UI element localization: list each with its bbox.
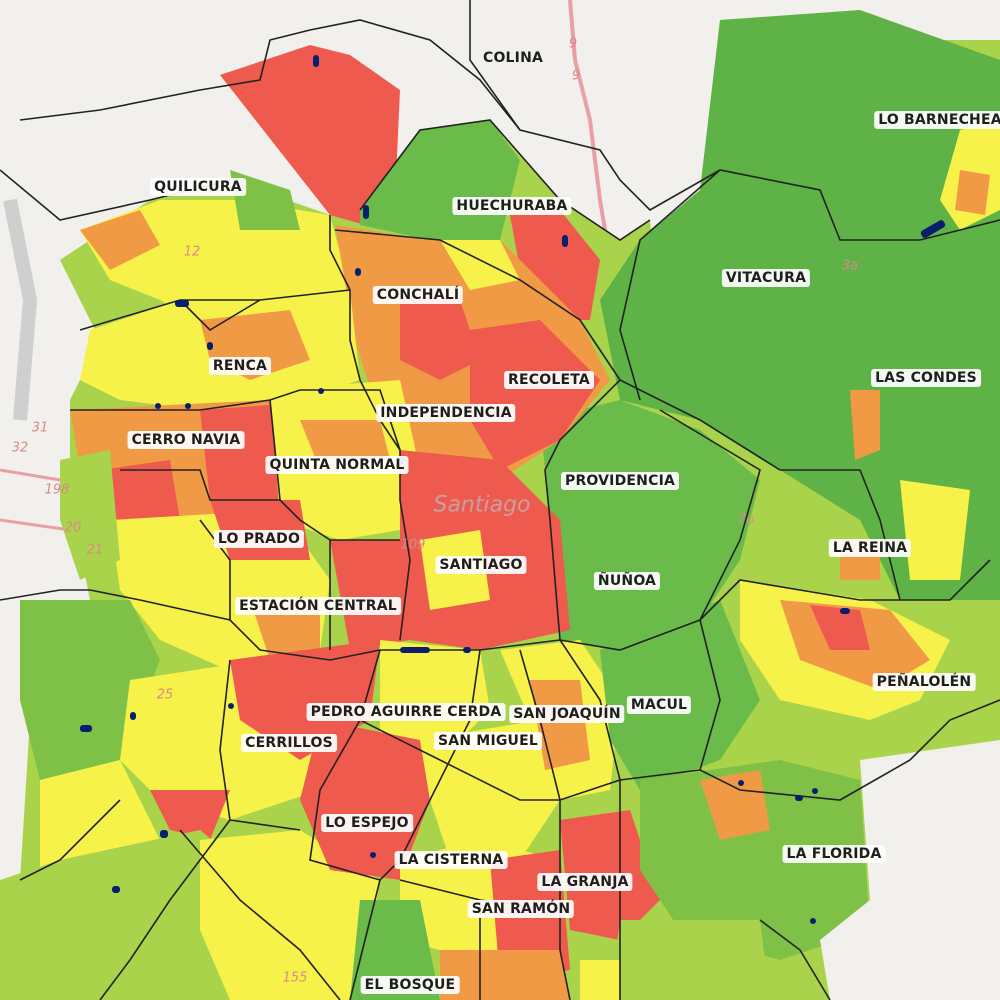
route-number: 32: [11, 440, 29, 456]
commune-label-lo-barnechea: LO BARNECHEA: [874, 111, 1000, 129]
route-number: 109: [400, 537, 426, 553]
route-number: 25: [156, 687, 174, 703]
station-markers: [80, 55, 946, 924]
commune-label-cerro-navia: CERRO NAVIA: [127, 431, 245, 449]
commune-label-quinta-normal: QUINTA NORMAL: [265, 456, 409, 474]
route-number: 7o: [737, 512, 755, 528]
commune-label-providencia: PROVIDENCIA: [560, 472, 680, 490]
route-number: 3a: [841, 258, 859, 274]
commune-label-la-reina: LA REINA: [828, 539, 912, 557]
commune-label-san-ramon: SAN RAMÓN: [467, 900, 575, 918]
commune-label-penalolen: PEÑALOLÉN: [872, 673, 976, 691]
commune-label-colina: COLINA: [482, 50, 544, 66]
commune-label-macul: MACUL: [626, 696, 692, 714]
commune-label-la-cisterna: LA CISTERNA: [394, 851, 508, 869]
route-number: 20: [64, 520, 82, 536]
commune-label-huechuraba: HUECHURABA: [452, 197, 572, 215]
commune-label-nunoa: ÑUÑOA: [593, 572, 661, 590]
route-number: 21: [86, 542, 104, 558]
route-number: 155: [282, 970, 308, 986]
city-label-santiago: Santiago: [433, 492, 531, 518]
commune-label-independencia: INDEPENDENCIA: [376, 404, 516, 422]
commune-label-las-condes: LAS CONDES: [871, 369, 981, 387]
commune-label-lo-espejo: LO ESPEJO: [321, 814, 413, 832]
commune-label-pedro-aguirre-cerda: PEDRO AGUIRRE CERDA: [306, 703, 506, 721]
commune-label-el-bosque: EL BOSQUE: [360, 976, 460, 994]
commune-label-la-florida: LA FLORIDA: [782, 845, 886, 863]
commune-label-santiago: SANTIAGO: [435, 556, 527, 574]
route-number: 12: [183, 244, 201, 260]
commune-label-conchali: CONCHALÍ: [372, 286, 464, 304]
commune-label-san-miguel: SAN MIGUEL: [434, 732, 542, 750]
commune-label-la-granja: LA GRANJA: [537, 873, 633, 891]
commune-label-vitacura: VITACURA: [721, 269, 811, 287]
route-number: 198: [44, 482, 70, 498]
commune-label-renca: RENCA: [208, 357, 272, 375]
route-number: 31: [31, 420, 49, 436]
commune-label-estacion-central: ESTACIÓN CENTRAL: [235, 597, 401, 615]
commune-label-recoleta: RECOLETA: [504, 371, 594, 389]
route-number: 9: [571, 68, 581, 84]
commune-label-quilicura: QUILICURA: [150, 178, 246, 196]
commune-label-lo-prado: LO PRADO: [213, 530, 305, 548]
route-number: 9: [568, 36, 578, 52]
commune-label-cerrillos: CERRILLOS: [241, 734, 337, 752]
commune-label-san-joaquin: SAN JOAQUÍN: [509, 705, 625, 723]
